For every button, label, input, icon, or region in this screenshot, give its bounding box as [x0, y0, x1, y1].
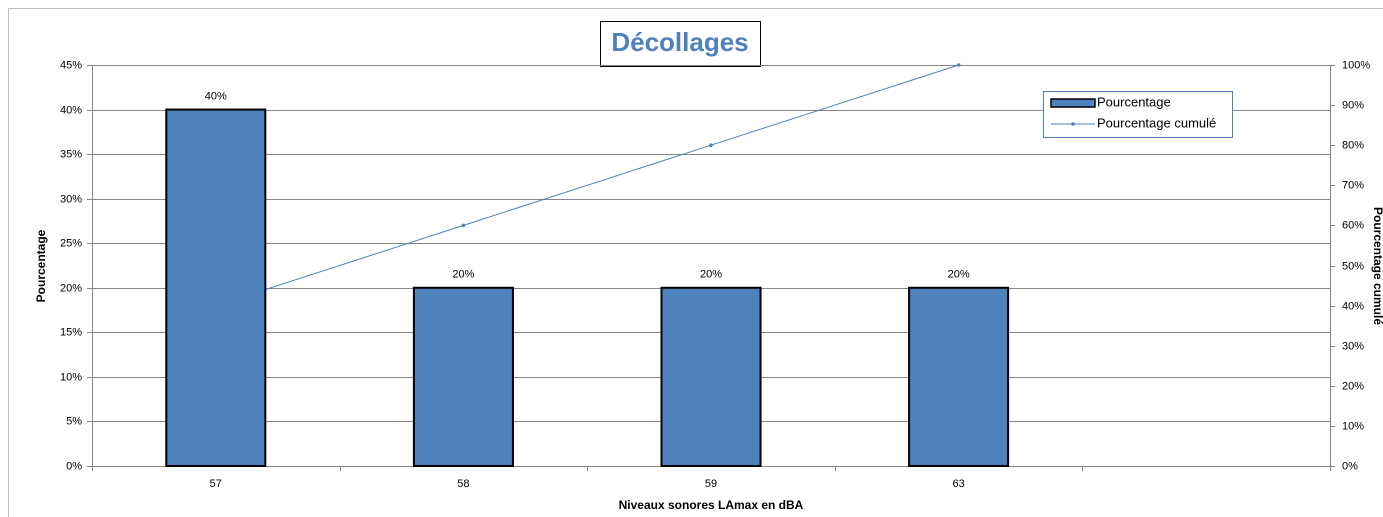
x-tick-label: 57	[210, 478, 222, 490]
y2-tick-label: 80%	[1342, 139, 1364, 151]
y-tick-label: 20%	[60, 282, 82, 294]
legend-label: Pourcentage	[1097, 94, 1171, 109]
data-label: 20%	[700, 269, 722, 281]
y-tick-label: 45%	[60, 59, 82, 71]
line-marker	[709, 143, 713, 147]
chart-title: Décollages	[611, 27, 748, 57]
data-label: 40%	[205, 90, 227, 102]
y-tick-label: 25%	[60, 237, 82, 249]
x-axis-label: Niveaux sonores LAmax en dBA	[619, 498, 804, 512]
bar	[165, 108, 267, 468]
y2-tick-label: 0%	[1342, 460, 1358, 472]
y2-tick-label: 30%	[1342, 340, 1364, 352]
y-tick-label: 0%	[66, 460, 82, 472]
y2-tick-label: 20%	[1342, 380, 1364, 392]
bar	[660, 286, 762, 467]
line-series	[215, 64, 959, 307]
y2-tick-label: 60%	[1342, 219, 1364, 231]
y-tick-label: 35%	[60, 148, 82, 160]
y-tick-label: 30%	[60, 193, 82, 205]
legend-swatch-marker	[1071, 122, 1075, 126]
line-marker	[461, 223, 466, 228]
y2-tick-label: 40%	[1342, 300, 1364, 312]
bar	[412, 286, 514, 467]
y2-axis-label: Pourcentage cumulé	[1371, 207, 1383, 325]
y2-tick-label: 10%	[1342, 420, 1364, 432]
line-marker	[956, 63, 961, 67]
y2-tick-label: 70%	[1342, 179, 1364, 191]
title-box	[600, 21, 761, 67]
data-label: 20%	[948, 269, 970, 281]
y2-tick-label: 100%	[1342, 59, 1370, 71]
y2-tick-label: 90%	[1342, 99, 1364, 111]
y-tick-label: 10%	[60, 371, 82, 383]
y-tick-label: 40%	[60, 104, 82, 116]
legend-label: Pourcentage cumulé	[1097, 115, 1216, 130]
x-tick-label: 58	[457, 478, 469, 490]
bar	[908, 286, 1010, 467]
chart-border	[8, 8, 1383, 517]
legend-swatch	[1050, 98, 1096, 108]
y-axis-label: Pourcentage	[34, 229, 48, 302]
y-tick-label: 15%	[60, 326, 82, 338]
data-label: 20%	[452, 269, 474, 281]
y2-tick-label: 50%	[1342, 260, 1364, 272]
x-tick-label: 63	[952, 478, 964, 490]
y-tick-label: 5%	[66, 415, 82, 427]
x-tick-label: 59	[705, 478, 717, 490]
